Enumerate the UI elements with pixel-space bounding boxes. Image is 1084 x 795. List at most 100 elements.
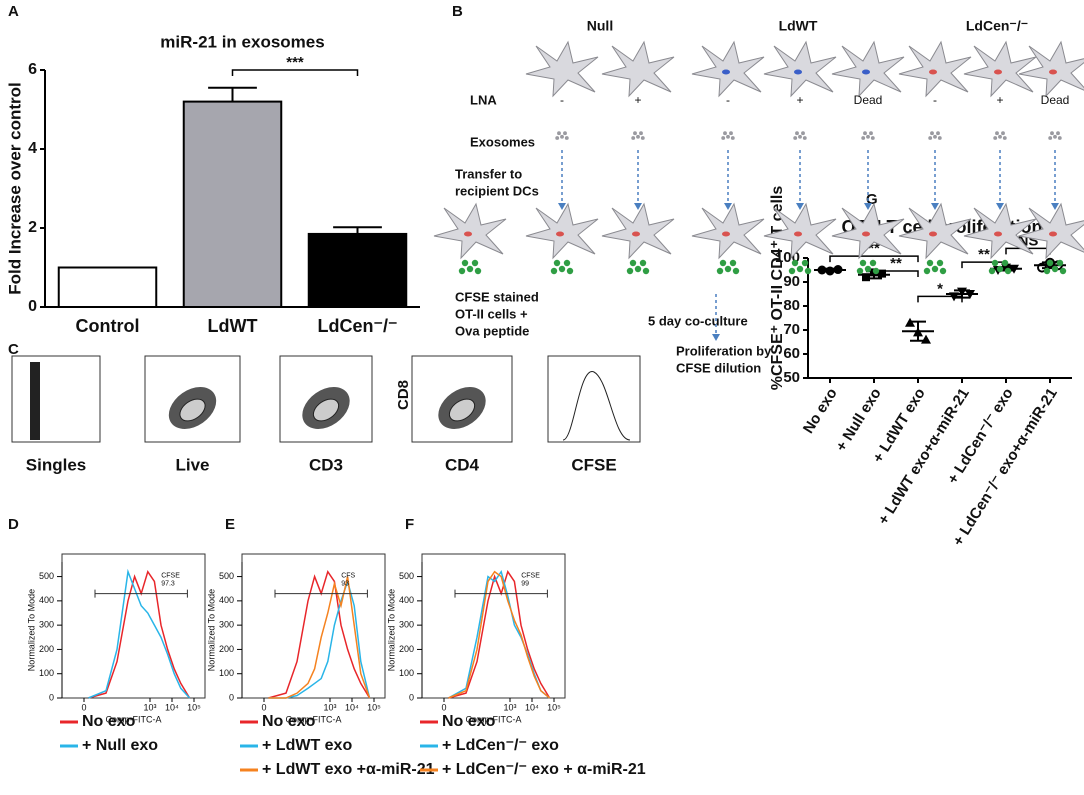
flow-density (30, 362, 40, 440)
error-bar (333, 226, 382, 234)
exosome-cluster (1053, 134, 1057, 139)
tcell-cluster (796, 265, 804, 273)
exosome-cluster (564, 136, 569, 140)
tcell-cluster (563, 259, 571, 267)
error-bar (910, 320, 926, 342)
y-tick-label: 100 (39, 668, 54, 678)
exosome-cluster (639, 131, 643, 136)
y-axis-label: Normalized To Mode (26, 589, 36, 671)
cfse-label: OT-II cells + (455, 306, 528, 321)
tcell-cluster (936, 259, 944, 267)
legend-label: + Null exo (82, 737, 158, 754)
x-tick-label: 10⁴ (525, 702, 539, 712)
exosome-cluster (560, 134, 564, 139)
arrow-head (712, 334, 720, 341)
histogram-line (88, 569, 191, 699)
tcell-cluster (732, 267, 740, 275)
tcell-cluster (791, 259, 799, 267)
x-tick-label: 10⁴ (165, 702, 179, 712)
exosome-cluster (723, 131, 727, 136)
tcell-cluster (1051, 265, 1059, 273)
group-label: Null (587, 18, 613, 34)
lna-label: LNA (470, 92, 497, 107)
bar (307, 232, 408, 308)
tcell-cluster (724, 265, 732, 273)
recipient-cell (433, 203, 507, 259)
gate-label: Singles (26, 455, 86, 474)
cfse-label: CFSE stained (455, 289, 539, 304)
tcell-cluster (471, 259, 479, 267)
exosome-cluster (555, 136, 560, 140)
recipient-cell (601, 203, 675, 259)
exosome-cluster (1002, 136, 1007, 140)
tcell-cluster (926, 259, 934, 267)
gate-label: CD3 (309, 455, 343, 474)
donor-cell (601, 41, 675, 97)
nucleus (862, 231, 870, 237)
exosome-cluster (726, 134, 730, 139)
x-axis-label: Comp-FITC-A (106, 714, 162, 724)
gate-label: Live (175, 455, 209, 474)
exosome-cluster (866, 134, 870, 139)
y-tick-label: 400 (219, 595, 234, 605)
tcell-cluster (550, 267, 558, 275)
y-tick-label: 80 (783, 297, 800, 314)
arrow-head (724, 203, 732, 210)
donor-cell (691, 41, 765, 97)
y-tick-label: 60 (783, 345, 800, 362)
exosome-cluster (998, 134, 1002, 139)
panel-label: D (8, 516, 19, 533)
lna-sign: Dead (1041, 93, 1070, 107)
x-tick-label: 10³ (323, 702, 336, 712)
lna-sign: + (996, 93, 1003, 107)
legend-label: No exo (82, 713, 136, 730)
y-tick-label: 2 (28, 219, 37, 236)
error-bar (208, 86, 257, 102)
arrow-head (634, 203, 642, 210)
tcell-cluster (801, 259, 809, 267)
y-tick-label: 100 (219, 668, 234, 678)
x-tick-label: 10⁵ (547, 702, 561, 712)
gate-percent: 97.3 (161, 580, 175, 587)
x-tick-label: 10³ (143, 702, 156, 712)
y-tick-label: 300 (39, 620, 54, 630)
tcell-cluster (558, 265, 566, 273)
point (878, 269, 886, 278)
exosome-cluster (993, 136, 998, 140)
significance-label: ** (868, 240, 880, 257)
nucleus (929, 231, 937, 237)
exosome-cluster (730, 136, 735, 140)
histogram-line (448, 569, 551, 699)
proliferation-label: CFSE dilution (676, 360, 761, 375)
gate-name: CFS (341, 572, 355, 579)
legend-label: + LdWT exo (262, 737, 352, 754)
arrow-head (796, 203, 804, 210)
tcell-cluster (1004, 267, 1012, 275)
exosome-cluster (636, 134, 640, 139)
tcell-cluster (872, 267, 880, 275)
tcell-cluster (461, 259, 469, 267)
exosome-cluster (801, 131, 805, 136)
gate-label: CFSE (571, 455, 616, 474)
tcell-cluster (1056, 259, 1064, 267)
exosome-cluster (1001, 131, 1005, 136)
y-tick-label: 100 (399, 668, 414, 678)
x-tick-label: 0 (261, 702, 266, 712)
legend-label: + LdWT exo +α-miR-21 (262, 761, 435, 778)
y-tick-label: 6 (28, 61, 37, 78)
tcell-cluster (1043, 267, 1051, 275)
x-axis-label: Comp-FITC-A (466, 714, 522, 724)
tcell-cluster (553, 259, 561, 267)
group-label: LdCen⁻/⁻ (966, 18, 1028, 34)
flow-density (448, 398, 476, 422)
y-tick-label: 200 (399, 644, 414, 654)
exosome-cluster (563, 131, 567, 136)
gate-name: CFSE (161, 572, 180, 579)
gate (454, 589, 548, 598)
x-tick-label: 0 (81, 702, 86, 712)
nucleus (794, 231, 802, 237)
significance-label: * (937, 280, 943, 297)
nucleus (632, 231, 640, 237)
flow-axis-label: CD8 (395, 380, 412, 410)
